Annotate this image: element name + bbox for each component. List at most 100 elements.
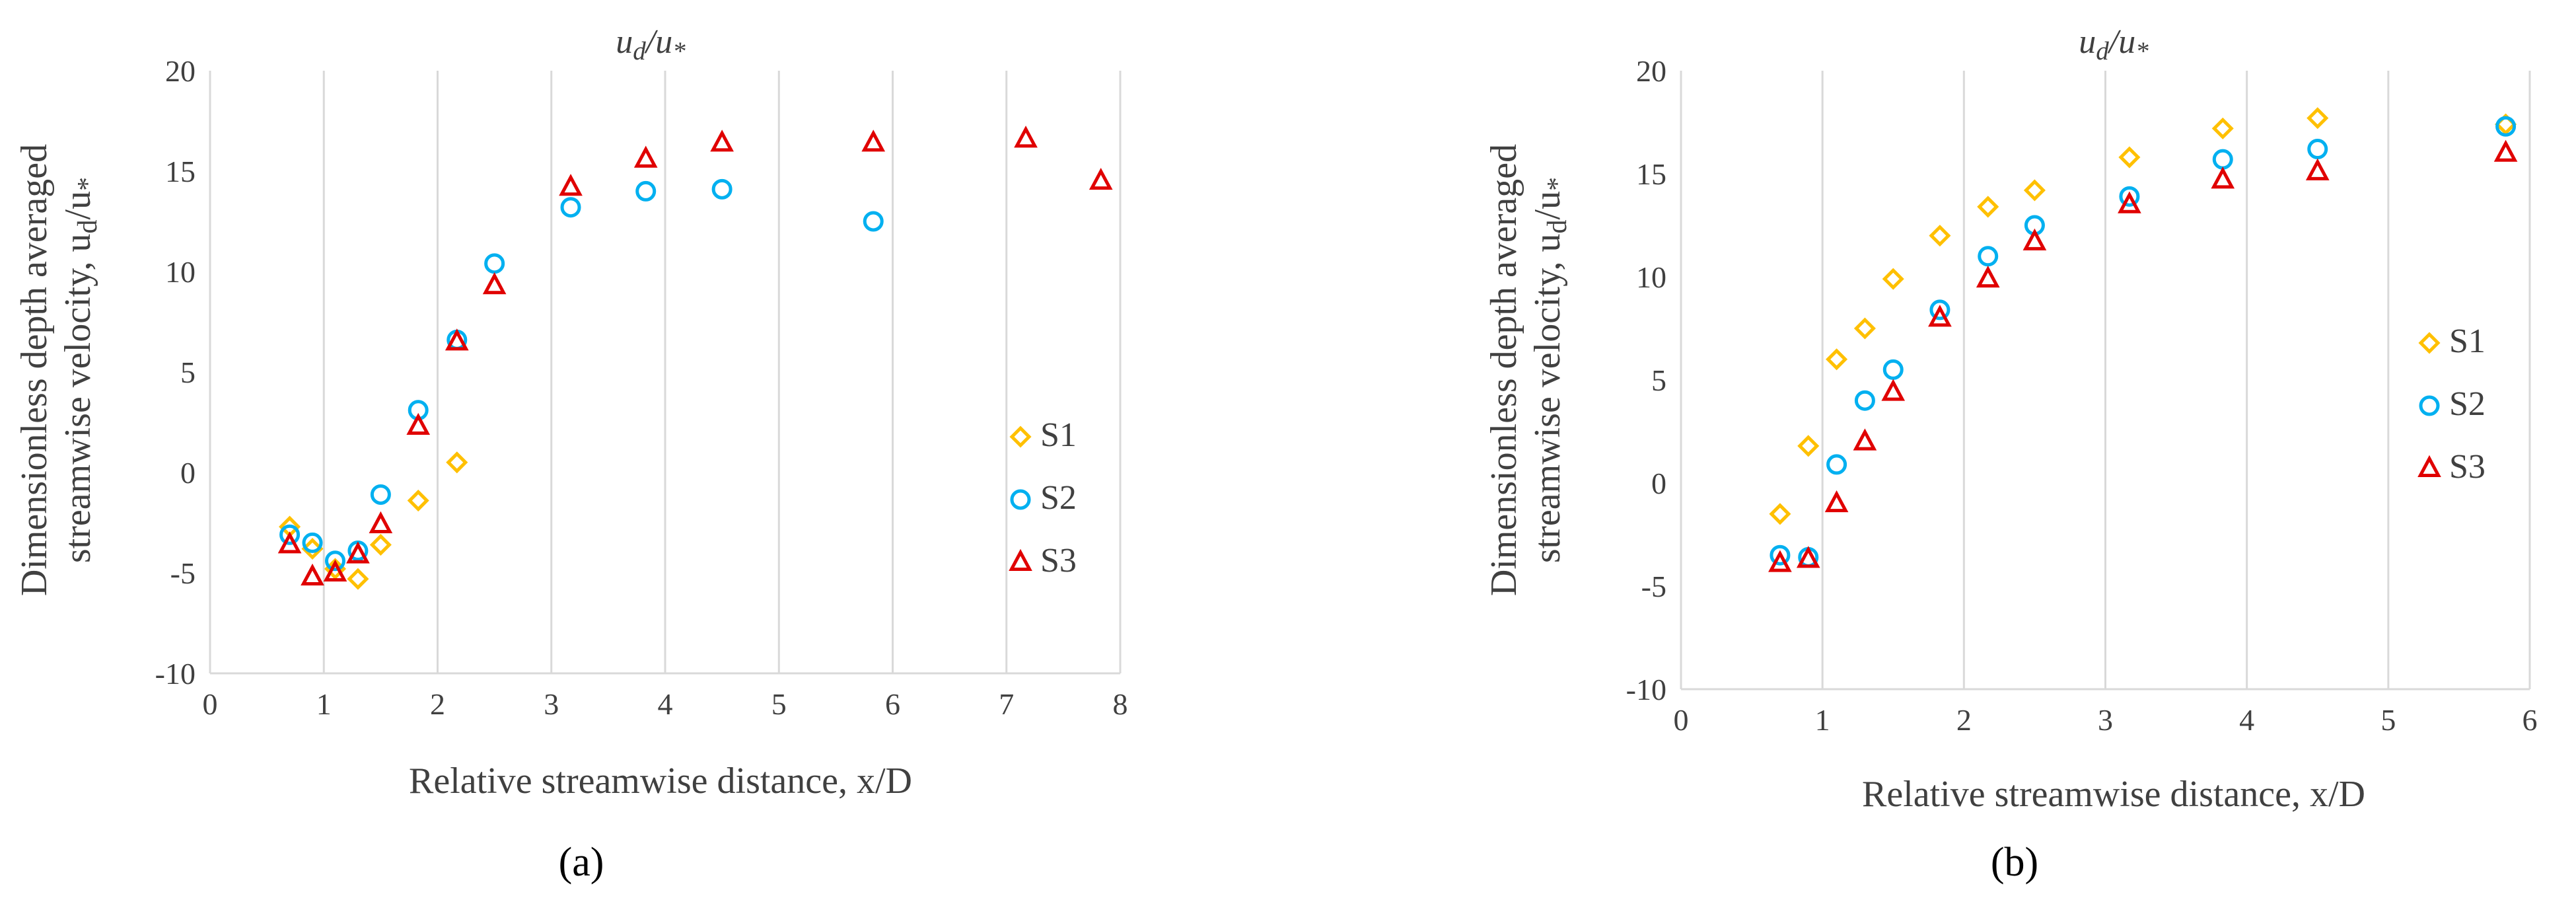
data-point-S2 xyxy=(279,524,301,545)
data-point-S1 xyxy=(407,490,429,512)
data-point-S2 xyxy=(2307,139,2328,160)
y-tick-label: 5 xyxy=(1651,363,1666,397)
y-tick-label: 10 xyxy=(1636,260,1666,294)
x-tick-label: 4 xyxy=(658,687,673,721)
y-axis-title: Dimensionless depth averaged streamwise v… xyxy=(1484,144,1573,596)
x-tick-label: 7 xyxy=(999,687,1014,721)
data-point-S2 xyxy=(711,178,733,200)
y-tick-label: 10 xyxy=(165,255,196,289)
legend-marker-S1 xyxy=(1009,426,1032,448)
data-point-S3 xyxy=(2493,139,2518,162)
legend-marker-S1 xyxy=(2418,332,2441,354)
data-point-S1 xyxy=(1882,268,1904,290)
y-tick-label: 15 xyxy=(1636,157,1666,191)
data-point-S1 xyxy=(2118,146,2141,168)
x-tick-label: 5 xyxy=(771,687,787,721)
y-tick-label: -5 xyxy=(170,556,196,590)
y-tick-label: -10 xyxy=(1626,673,1666,706)
data-point-S3 xyxy=(323,559,347,581)
x-tick-label: 6 xyxy=(2522,703,2538,737)
data-point-S3 xyxy=(1881,379,1906,401)
y-tick-label: 0 xyxy=(180,456,196,490)
legend: S1 S2 S3 xyxy=(1009,416,1077,580)
data-point-S2 xyxy=(863,211,884,232)
y-axis-title-line: Dimensionless depth averaged xyxy=(14,144,55,596)
data-point-S3 xyxy=(1768,550,1792,572)
data-point-S1 xyxy=(1853,317,1876,340)
data-point-S2 xyxy=(1882,359,1904,380)
x-tick-label: 2 xyxy=(430,687,445,721)
y-axis-title-line: streamwise velocity, ud​/u*​ xyxy=(1527,177,1573,563)
legend-label-S2: S2 xyxy=(2449,385,2486,423)
data-point-S3 xyxy=(482,272,507,295)
data-point-S3 xyxy=(1928,305,1952,327)
data-point-S1 xyxy=(347,568,369,590)
data-point-S2 xyxy=(1826,454,1847,475)
legend-marker-S2 xyxy=(2419,395,2440,416)
series-S3 xyxy=(1768,139,2518,572)
data-point-S2 xyxy=(560,197,581,218)
data-point-S1 xyxy=(1769,503,1791,525)
x-tick-label: 0 xyxy=(1674,703,1689,737)
series-S2 xyxy=(279,178,884,572)
y-tick-label: 20 xyxy=(1636,54,1666,88)
data-point-S3 xyxy=(445,328,469,351)
y-tick-label: -10 xyxy=(155,657,196,691)
x-tick-label: 3 xyxy=(544,687,559,721)
data-point-S3 xyxy=(633,145,658,168)
legend-marker-S2 xyxy=(1010,489,1031,510)
x-tick-label: 2 xyxy=(1956,703,1972,737)
y-axis-title-line: streamwise velocity, ud​/u*​ xyxy=(57,177,103,563)
data-point-S3 xyxy=(301,563,324,586)
data-point-S3 xyxy=(1976,265,2000,288)
legend-marker-S3 xyxy=(1009,548,1032,571)
data-point-S3 xyxy=(2305,158,2330,180)
data-point-S3 xyxy=(2022,228,2047,250)
caption-b: (b) xyxy=(1991,840,2038,885)
y-tick-label: 20 xyxy=(165,54,196,88)
legend-label-S2: S2 xyxy=(1040,479,1077,517)
data-point-S2 xyxy=(1770,544,1791,566)
data-point-S2 xyxy=(1978,246,1999,267)
chart-title: ud​/u*​ xyxy=(2079,23,2149,65)
data-point-S2 xyxy=(2119,186,2140,207)
legend-label-S3: S3 xyxy=(1040,542,1077,580)
x-axis-title: Relative streamwise distance, x/D xyxy=(1862,774,2365,815)
data-point-S3 xyxy=(559,174,583,196)
legend: S1 S2 S3 xyxy=(2417,322,2486,486)
data-point-S3 xyxy=(710,130,734,152)
chart-a: 0 1 2 3 4 5 6 7 8 -10 -5 0 5 10 15 20 ud​/u*​ Relative st… xyxy=(14,23,1128,802)
series-S2 xyxy=(1770,116,2517,568)
data-point-S3 xyxy=(369,511,393,534)
x-axis-title: Relative streamwise distance, x/D xyxy=(409,761,912,802)
x-tick-label: 5 xyxy=(2380,703,2396,737)
data-point-S3 xyxy=(1796,546,1820,568)
data-point-S1 xyxy=(369,533,392,556)
chart-b: 0 1 2 3 4 5 6 -10 -5 0 5 10 15 20 ud​/u*​ Relative stre… xyxy=(1484,23,2538,815)
data-point-S3 xyxy=(861,130,886,152)
data-point-S1 xyxy=(1797,435,1820,457)
data-point-S1 xyxy=(1929,225,1951,247)
legend-label-S1: S1 xyxy=(1040,416,1077,454)
data-point-S3 xyxy=(1014,126,1038,148)
data-point-S3 xyxy=(2118,191,2141,213)
y-axis-title: Dimensionless depth averaged streamwise v… xyxy=(14,144,103,596)
legend-label-S3: S3 xyxy=(2449,448,2486,486)
data-point-S2 xyxy=(1854,390,1875,411)
y-tick-label: 5 xyxy=(180,355,196,389)
data-point-S1 xyxy=(2307,107,2329,130)
data-point-S1 xyxy=(2023,179,2046,202)
data-point-S1 xyxy=(1826,348,1848,371)
x-tick-label: 6 xyxy=(885,687,900,721)
data-point-S3 xyxy=(406,412,431,435)
data-point-S2 xyxy=(302,532,323,553)
data-point-S1 xyxy=(2211,117,2234,139)
data-point-S3 xyxy=(346,541,370,564)
data-point-S3 xyxy=(1853,428,1877,451)
data-point-S2 xyxy=(2212,149,2233,170)
y-axis-title-line: Dimensionless depth averaged xyxy=(1484,144,1524,596)
data-point-S2 xyxy=(324,550,345,572)
data-point-S1 xyxy=(1977,196,1999,218)
caption-a: (a) xyxy=(559,840,604,885)
x-tick-label: 4 xyxy=(2239,703,2254,737)
